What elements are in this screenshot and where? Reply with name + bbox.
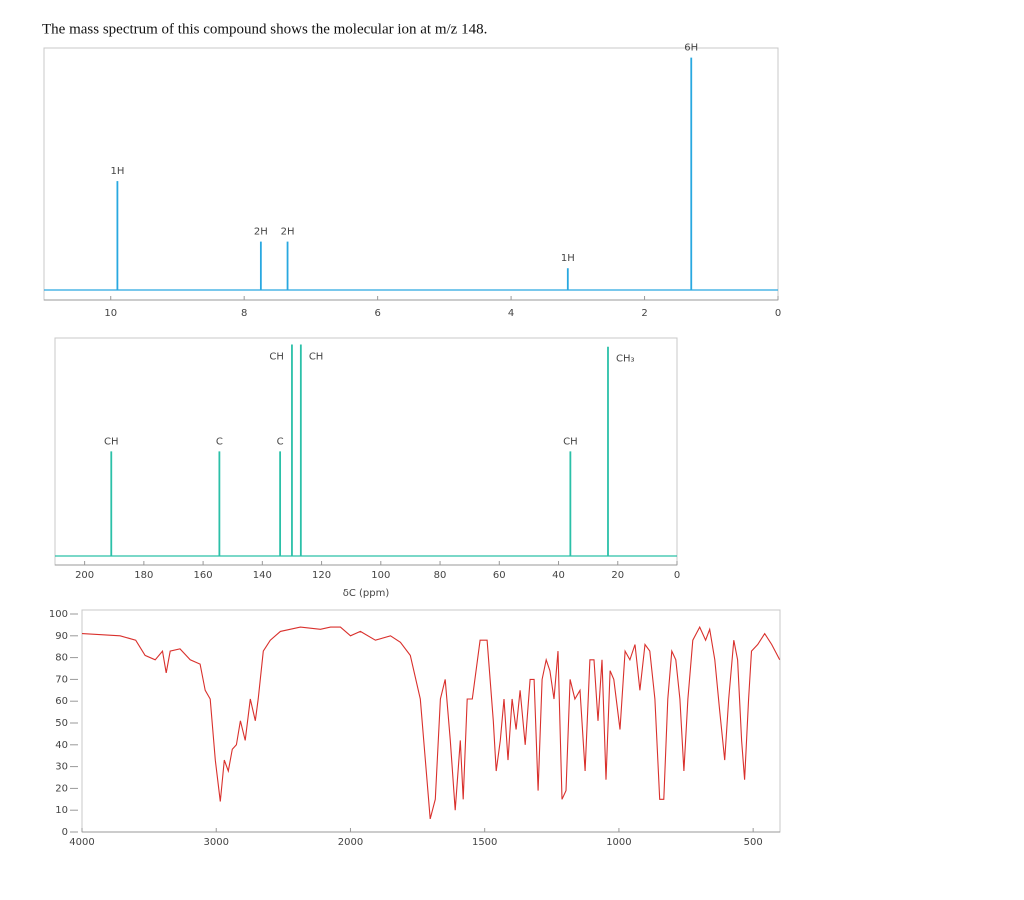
x-tick-label: 60 [493,570,506,581]
y-tick-label: 0 [62,827,68,838]
y-tick-label: 70 [55,674,68,685]
x-tick-label: 6 [374,308,380,319]
header: The mass spectrum of this compound shows… [42,21,487,37]
peak-label: CH [269,352,284,363]
x-tick-label: 140 [253,570,272,581]
y-tick-label: 100 [49,609,68,620]
peak-label: 2H [281,227,295,238]
c-nmr-frame [54,337,678,566]
peak-label: 1H [561,253,575,264]
x-tick-label: 160 [194,570,213,581]
x-tick-label: 100 [371,570,390,581]
y-tick-label: 90 [55,631,68,642]
peak-label: C [277,436,284,447]
peak-label: CH₃ [616,354,635,365]
x-tick-label: 4 [508,308,514,319]
spectrum-line [81,625,781,820]
peak-label: 6H [684,43,698,54]
x-tick-label: 0 [775,308,781,319]
y-tick-label: 10 [55,805,68,816]
x-tick-label: 180 [134,570,153,581]
x-tick-label: 500 [744,837,763,848]
peak-label: CH [309,352,324,363]
y-tick-label: 80 [55,653,68,664]
ir-frame [81,609,781,833]
x-tick-label: 1000 [606,837,631,848]
y-tick-label: 40 [55,740,68,751]
x-tick-label: 4000 [69,837,94,848]
y-tick-label: 50 [55,718,68,729]
h-nmr-frame [43,47,779,301]
x-tick-label: 1500 [472,837,497,848]
x-tick-label: 40 [552,570,565,581]
y-tick-label: 60 [55,696,68,707]
x-tick-label: 0 [674,570,680,581]
y-tick-label: 30 [55,762,68,773]
peak-label: 2H [254,227,268,238]
peak-label: CH [104,436,119,447]
x-tick-label: 8 [241,308,247,319]
peak-label: C [216,436,223,447]
peak-label: 1H [110,166,124,177]
peak-label: CH [563,436,578,447]
x-tick-label: 200 [75,570,94,581]
x-tick-label: 3000 [204,837,229,848]
x-tick-label: 80 [434,570,447,581]
x-tick-label: 10 [104,308,117,319]
y-tick-label: 20 [55,783,68,794]
x-tick-label: 2000 [338,837,363,848]
x-tick-label: 20 [611,570,624,581]
x-tick-label: 2 [641,308,647,319]
x-tick-label: 120 [312,570,331,581]
x-axis-label: δC (ppm) [343,588,390,599]
